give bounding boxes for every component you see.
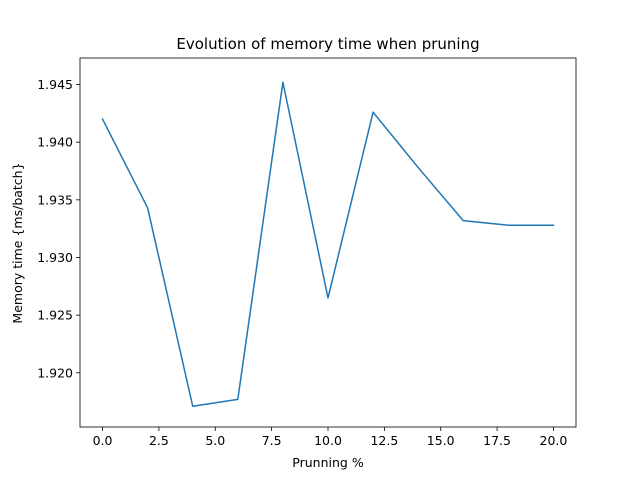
series-line-0 [101,81,555,407]
y-tick-label: 1.920 [37,365,73,380]
x-tick-label: 2.5 [149,433,169,448]
x-tick-label: 5.0 [205,433,225,448]
y-tick-label: 1.925 [37,308,73,323]
y-tick-label: 1.945 [37,77,73,92]
y-axis-ticks: 1.920 1.925 1.930 1.935 1.940 1.945 [37,77,80,380]
x-tick-label: 7.5 [262,433,282,448]
x-tick-label: 0.0 [93,433,113,448]
x-tick-label: 17.5 [483,433,511,448]
axes-frame [79,57,577,428]
x-tick-label: 10.0 [314,433,342,448]
x-axis-label: Prunning % [292,455,364,470]
y-tick-label: 1.930 [37,250,73,265]
x-tick-label: 12.5 [370,433,398,448]
chart-title: Evolution of memory time when pruning [176,35,479,53]
y-axis-label: Memory time {ms/batch} [10,162,25,323]
x-axis-ticks: 0.0 2.5 5.0 7.5 10.0 12.5 15.0 17.5 20.0 [93,427,568,448]
y-tick-label: 1.935 [37,192,73,207]
y-tick-label: 1.940 [37,135,73,150]
x-tick-label: 20.0 [540,433,568,448]
plot-area [79,57,577,428]
x-tick-label: 15.0 [427,433,455,448]
